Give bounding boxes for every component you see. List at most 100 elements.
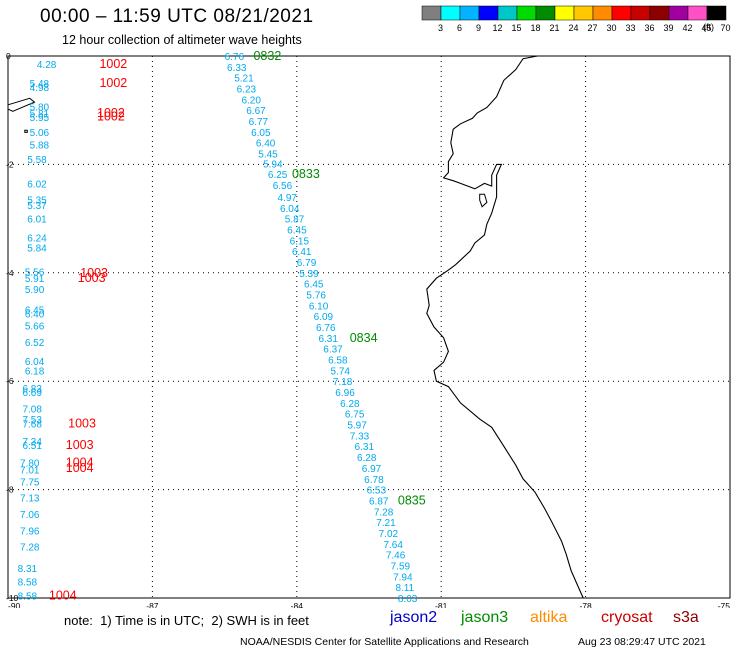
map-title: 00:00 – 11:59 UTC 08/21/2021	[40, 6, 314, 27]
y-tick-label: 0	[6, 51, 11, 61]
y-tick-labels: 0 -2 -4 -6 -8 -10	[6, 51, 19, 603]
colorbar-swatch	[687, 5, 708, 21]
coastline	[7, 55, 584, 599]
colorbar-label: 24	[568, 23, 578, 33]
wave-height-label: 6.25	[268, 170, 288, 181]
wave-height-label: 8.11	[395, 583, 414, 594]
colorbar-units: (ft)	[703, 22, 714, 32]
time-label: 1003	[66, 438, 94, 452]
legend-altika: altika	[530, 609, 568, 626]
wave-height-label: 6.45	[304, 280, 324, 291]
wave-height-label: 8.03	[398, 594, 418, 605]
wave-height-label: 6.56	[273, 181, 293, 192]
time-label: 1004	[49, 588, 77, 602]
island-outline	[479, 193, 488, 208]
wave-height-label: 5.39	[299, 269, 319, 280]
wave-height-label: 6.87	[369, 496, 389, 507]
wave-height-label: 5.45	[258, 150, 278, 161]
colorbar-label: 9	[476, 23, 481, 33]
wave-height-label: 7.28	[374, 507, 394, 518]
wave-height-label: 8.58	[18, 591, 38, 602]
wave-height-label: 8.31	[18, 564, 38, 575]
wave-height-label: 6.28	[340, 399, 360, 410]
y-tick-label: -8	[6, 485, 14, 495]
y-tick-label: -4	[6, 268, 14, 278]
wave-height-label: 5.35	[27, 196, 47, 207]
colorbar-swatch	[497, 5, 518, 21]
wave-height-label: 7.94	[393, 572, 413, 583]
colorbar-label: 42	[682, 23, 692, 33]
footnote: note: 1) Time is in UTC; 2) SWH is in fe…	[64, 613, 309, 628]
wave-height-label: 5.21	[234, 74, 254, 85]
wave-height-label: 6.96	[335, 388, 355, 399]
wave-height-label: 4.97	[278, 193, 298, 204]
x-tick-label: -81	[435, 601, 448, 608]
wave-height-label: 5.87	[285, 215, 305, 226]
x-tick-label: -78	[579, 601, 592, 608]
wave-height-label: 6.53	[367, 486, 387, 497]
x-tick-label: -84	[291, 601, 304, 608]
x-tick-label: -75	[718, 601, 731, 608]
time-label: 0834	[350, 331, 378, 345]
time-label: 1004	[66, 461, 94, 475]
wave-height-label: 6.09	[314, 312, 334, 323]
wave-height-label: 5.95	[30, 113, 50, 124]
wave-height-label: 7.21	[376, 518, 396, 529]
wave-height-label: 6.04	[280, 204, 300, 215]
time-label: 1003	[78, 271, 106, 285]
wave-height-label: 5.94	[263, 159, 283, 170]
colorbar-swatch	[554, 5, 575, 21]
colorbar-label: 6	[457, 23, 462, 33]
time-label: 1004	[66, 456, 94, 470]
wave-height-label: 6.24	[27, 234, 47, 245]
wave-height-label: 6.18	[25, 366, 45, 377]
colorbar-swatch	[421, 5, 442, 21]
wave-height-label: 7.64	[383, 540, 403, 551]
colorbar-label: 27	[587, 23, 597, 33]
time-label: 1003	[80, 266, 108, 280]
wave-height-label: 6.78	[364, 475, 384, 486]
wave-height-label: 5.97	[347, 421, 367, 432]
wave-height-label: 6.79	[297, 258, 317, 269]
wave-height-label: 6.10	[309, 301, 329, 312]
legend-cryosat: cryosat	[601, 609, 653, 626]
altimeter-chart: 3 6 9 12 15 18 21 24 27 30 33 36 39 42 45 70 -90 -87 -84-…	[6, 5, 731, 608]
colorbar-label: 12	[492, 23, 502, 33]
wave-height-label: 5.66	[25, 321, 45, 332]
wave-height-label: 5.88	[30, 140, 50, 151]
wave-height-label: 6.05	[251, 128, 271, 139]
time-label: 1002	[97, 110, 125, 124]
island-outline	[24, 129, 28, 133]
wave-height-label: 6.97	[362, 464, 382, 475]
colorbar-swatch	[630, 5, 651, 21]
wave-height-label: 5.81	[30, 109, 50, 120]
colorbar-label: 36	[644, 23, 654, 33]
wave-height-label: 7.18	[333, 377, 353, 388]
legend-jason3: jason3	[461, 609, 509, 626]
wave-height-label: 5.91	[25, 274, 45, 285]
colorbar-swatch	[535, 5, 556, 21]
wave-height-label: 5.48	[30, 79, 50, 90]
generated-timestamp: Aug 23 08:29:47 UTC 2021	[578, 636, 706, 648]
x-tick-label: -87	[146, 601, 159, 608]
colorbar-swatch	[668, 5, 689, 21]
wave-height-label: 4.98	[30, 83, 50, 94]
wave-height-label: 5.90	[25, 285, 45, 296]
wave-height-label: 6.67	[246, 106, 266, 117]
colorbar-swatch	[478, 5, 499, 21]
y-tick-label: -10	[6, 593, 19, 603]
time-label: 1003	[68, 416, 96, 430]
wave-height-label: 6.28	[357, 453, 377, 464]
colorbar-label: 15	[511, 23, 521, 33]
wave-height-label: 6.33	[227, 63, 247, 74]
coastline-line	[426, 55, 584, 599]
wave-height-labels: 4.28 5.484.98 5.805.815.95 5.065.88 5.58 6.02…	[18, 52, 418, 605]
wave-height-label: 6.45	[25, 306, 45, 317]
colorbar-label: 39	[663, 23, 673, 33]
time-label: 0832	[253, 49, 281, 63]
wave-height-label: 7.28	[20, 543, 40, 554]
colorbar-swatch	[706, 5, 727, 21]
wave-height-label: 6.75	[345, 410, 365, 421]
colorbar-labels: 3 6 9 12 15 18 21 24 27 30 33 36 39 42 45 70	[438, 23, 731, 33]
wave-height-label: 6.37	[323, 345, 343, 356]
